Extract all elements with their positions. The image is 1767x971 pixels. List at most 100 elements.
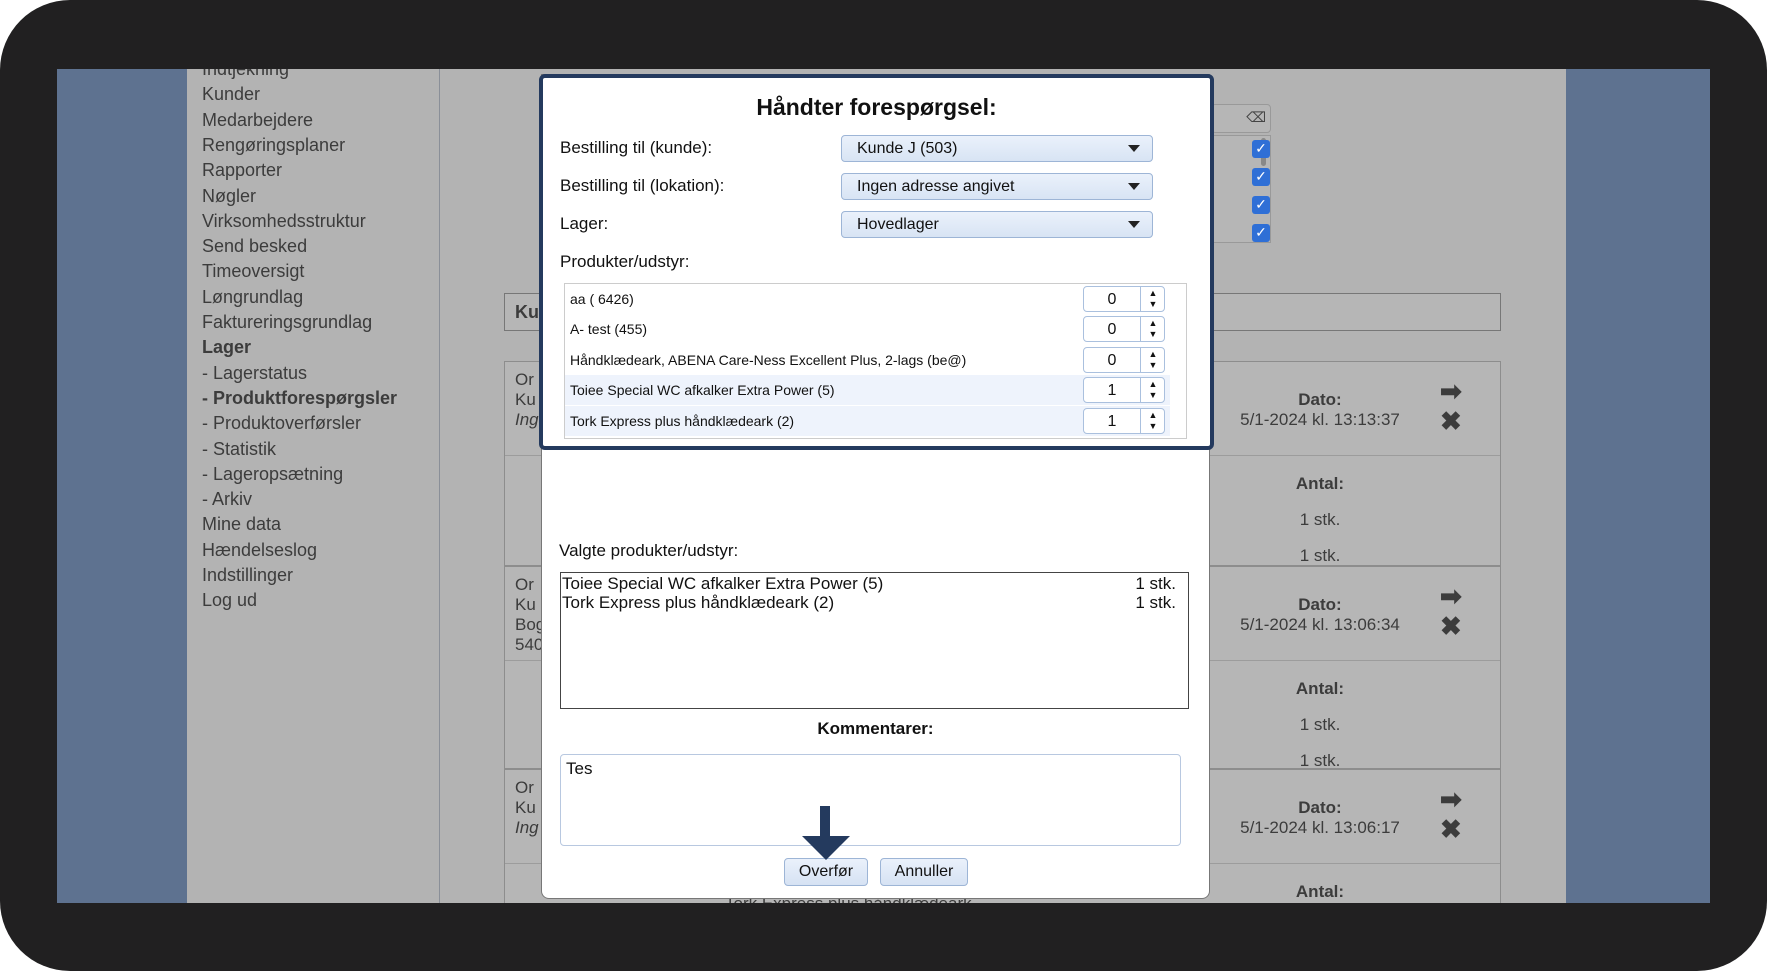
chevron-down-icon — [1128, 183, 1140, 190]
stepper-arrows-icon[interactable]: ▲ ▼ — [1140, 287, 1165, 311]
transfer-button[interactable]: Overfør — [784, 858, 868, 886]
sidebar-item[interactable]: Indtjekning — [202, 69, 290, 79]
product-name: Toiee Special WC afkalker Extra Power (5… — [562, 574, 884, 593]
customer-select[interactable]: Kunde J (503) — [841, 135, 1153, 162]
filter-clear-input[interactable]: ⌫ — [1211, 104, 1271, 133]
quantity-value: 0 — [1107, 321, 1117, 339]
chevron-down-icon — [1128, 145, 1140, 152]
sidebar-item[interactable]: Virksomhedsstruktur — [202, 210, 366, 231]
product-row: Toiee Special WC afkalker Extra Power (5… — [565, 375, 1170, 406]
sidebar-item[interactable]: Mine data — [202, 514, 282, 535]
quantity-stepper[interactable]: 0 ▲ ▼ — [1083, 286, 1165, 312]
quantity-value: 1 — [1107, 412, 1117, 430]
quantity-label: Antal: — [1295, 679, 1345, 698]
quantity-value: 0 — [1107, 291, 1117, 308]
sidebar-item[interactable]: Faktureringsgrundlag — [202, 312, 373, 332]
sidebar-item[interactable]: Hændelseslog — [202, 539, 318, 560]
order-line: Or — [515, 370, 534, 389]
sidebar-item[interactable]: Medarbejdere — [202, 109, 314, 130]
product-name: Tork Express plus håndklædeark (2) — [562, 593, 835, 612]
sidebar-item[interactable]: Nøgler — [202, 185, 257, 206]
sidebar-item[interactable]: Rengøringsplaner — [202, 134, 346, 155]
location-label: Bestilling til (lokation): — [560, 176, 725, 195]
checkbox[interactable]: ✓ — [1252, 224, 1270, 242]
stepper-arrows-icon[interactable]: ▲ ▼ — [1140, 347, 1165, 372]
sidebar-item[interactable]: Timeoversigt — [202, 261, 305, 282]
stepper-arrows-icon[interactable]: ▲ ▼ — [1140, 408, 1165, 433]
sidebar-item[interactable]: Log ud — [202, 590, 258, 611]
quantity-label: Antal: — [1295, 882, 1345, 901]
sidebar: Indtjekning Kunder Medarbejdere Rengøringsp… — [187, 69, 440, 903]
checkbox[interactable]: ✓ — [1252, 168, 1270, 186]
selected-product-row[interactable]: Tork Express plus håndklædeark (2) 1 stk. — [562, 593, 1184, 613]
quantity-value: 1 — [1107, 382, 1117, 400]
arrow-right-icon[interactable]: ➡ — [1440, 581, 1462, 611]
cancel-button[interactable]: Annuller — [880, 858, 968, 886]
warehouse-value: Hovedlager — [857, 216, 939, 233]
sidebar-item[interactable]: Lager — [202, 337, 252, 358]
quantity-value: 1 stk. — [1299, 751, 1341, 770]
quantity-value: 1 stk. — [1299, 715, 1341, 734]
comments-textarea[interactable]: Tes — [560, 754, 1181, 846]
arrow-right-icon[interactable]: ➡ — [1440, 376, 1462, 406]
sidebar-item[interactable]: - Produktforespørgsler — [202, 387, 398, 408]
sidebar-item[interactable]: - Lagerstatus — [202, 362, 308, 383]
quantity-label: Antal: — [1295, 474, 1345, 493]
date-value: 5/1-2024 kl. 13:13:37 — [1240, 410, 1400, 429]
product-name: Håndklædeark, ABENA Care-Ness Excellent … — [570, 351, 967, 368]
stepper-arrows-icon[interactable]: ▲ ▼ — [1140, 317, 1165, 342]
product-row: Tork Express plus håndklædeark (2) 1 ▲ ▼ — [565, 405, 1170, 436]
sidebar-item[interactable]: Rapporter — [202, 160, 283, 181]
stepper-arrows-icon[interactable]: ▲ ▼ — [1140, 378, 1165, 403]
warehouse-label: Lager: — [560, 214, 609, 233]
quantity-stepper[interactable]: 1 ▲ ▼ — [1083, 407, 1165, 434]
product-list: aa ( 6426) 0 ▲ ▼ A- test (455) 0 ▲ ▼ Håndklædear… — [564, 283, 1187, 439]
order-line: Ing — [515, 410, 539, 429]
handle-request-dialog: Håndter forespørgsel: Bestilling til (ku… — [539, 74, 1214, 899]
sidebar-item[interactable]: - Produktoverførsler — [202, 413, 362, 434]
order-line: Ku — [515, 798, 536, 817]
product-row: aa ( 6426) 0 ▲ ▼ — [565, 284, 1170, 314]
customer-value: Kunde J (503) — [857, 140, 958, 157]
product-qty: 1 stk. — [1135, 593, 1176, 612]
warehouse-select[interactable]: Hovedlager — [841, 211, 1153, 238]
quantity-stepper[interactable]: 1 ▲ ▼ — [1083, 377, 1165, 404]
chevron-down-icon — [1128, 221, 1140, 228]
product-row: A- test (455) 0 ▲ ▼ — [565, 314, 1170, 344]
arrow-right-icon[interactable]: ➡ — [1440, 784, 1462, 814]
order-line: Or — [515, 575, 534, 594]
quantity-stepper[interactable]: 0 ▲ ▼ — [1083, 346, 1165, 373]
quantity-value: 0 — [1107, 351, 1117, 369]
product-name: A- test (455) — [570, 321, 648, 338]
comments-label: Kommentarer: — [817, 719, 934, 738]
order-line: Ku — [515, 595, 536, 614]
quantity-value: 1 stk. — [1299, 510, 1341, 529]
checkbox[interactable]: ✓ — [1252, 196, 1270, 214]
checkbox[interactable]: ✓ — [1252, 140, 1270, 158]
sidebar-item[interactable]: Løngrundlag — [202, 286, 304, 307]
close-icon[interactable]: ✖ — [1440, 611, 1462, 641]
close-icon[interactable]: ✖ — [1440, 406, 1462, 436]
header-text: Ku — [515, 302, 539, 322]
selected-products-label: Valgte produkter/udstyr: — [559, 541, 739, 560]
dialog-title: Håndter forespørgsel: — [756, 94, 997, 120]
location-select[interactable]: Ingen adresse angivet — [841, 173, 1153, 200]
selected-product-row[interactable]: Toiee Special WC afkalker Extra Power (5… — [562, 574, 1184, 594]
sidebar-item[interactable]: Send besked — [202, 236, 308, 257]
selected-products-list[interactable]: Toiee Special WC afkalker Extra Power (5… — [560, 572, 1189, 709]
close-icon[interactable]: ✖ — [1440, 814, 1462, 844]
product-name: Toiee Special WC afkalker Extra Power (5… — [570, 382, 835, 399]
order-line: Bog — [515, 615, 546, 634]
quantity-stepper[interactable]: 0 ▲ ▼ — [1083, 316, 1165, 343]
sidebar-item[interactable]: - Arkiv — [202, 489, 253, 510]
date-label: Dato: — [1298, 798, 1342, 817]
sidebar-item[interactable]: Indstillinger — [202, 565, 294, 585]
sidebar-item[interactable]: Kunder — [202, 84, 261, 105]
sidebar-item[interactable]: - Statistik — [202, 438, 277, 459]
sidebar-item[interactable]: - Lageropsætning — [202, 463, 344, 484]
customer-label: Bestilling til (kunde): — [560, 138, 713, 157]
product-name: aa ( 6426) — [570, 291, 634, 307]
clear-icon[interactable]: ⌫ — [1246, 109, 1266, 125]
quantity-value: 1 stk. — [1299, 546, 1341, 565]
product-qty: 1 stk. — [1135, 574, 1176, 593]
